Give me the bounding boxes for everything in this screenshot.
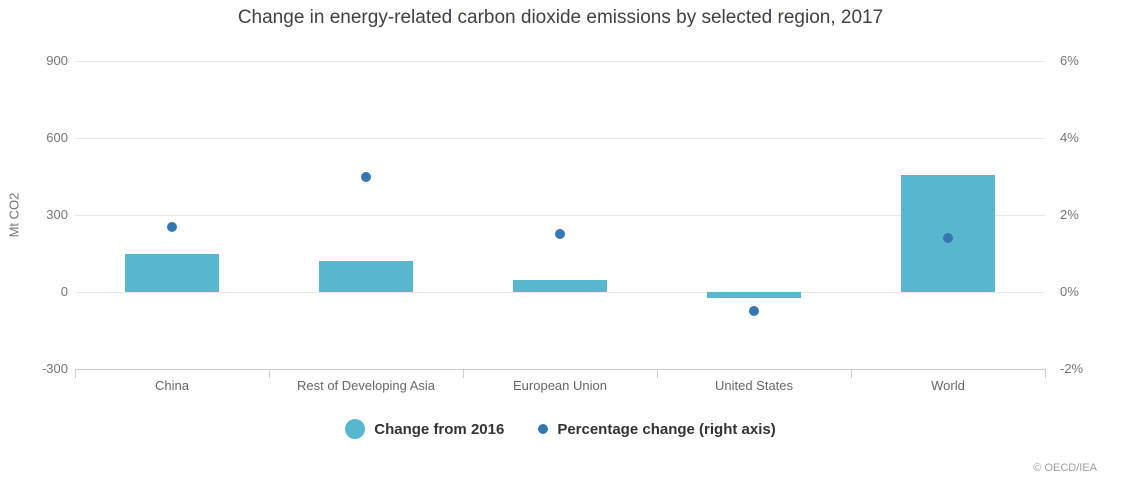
legend-item-percentage-change[interactable]: Percentage change (right axis) xyxy=(538,420,776,438)
category-boundary-tick xyxy=(1045,369,1046,378)
legend-label: Percentage change (right axis) xyxy=(557,420,776,438)
bar-united-states xyxy=(707,292,801,299)
chart-title: Change in energy-related carbon dioxide … xyxy=(237,7,884,28)
right-axis-tick-label: -2% xyxy=(1060,361,1084,376)
category-label: European Union xyxy=(513,378,607,393)
category-boundary-tick xyxy=(851,369,852,378)
category-boundary-tick xyxy=(657,369,658,378)
bar-china xyxy=(125,253,219,292)
left-axis-tick-label: 0 xyxy=(60,284,68,299)
copyright-notice: © OECD/IEA xyxy=(1033,462,1097,474)
left-axis-tick-label: 300 xyxy=(46,207,68,222)
gridline xyxy=(75,292,1045,293)
left-axis-tick-label: -300 xyxy=(41,361,68,376)
category-label: World xyxy=(931,378,965,393)
right-axis-tick-label: 2% xyxy=(1060,207,1079,222)
legend-dot-swatch-icon xyxy=(538,424,549,434)
plot-area xyxy=(75,61,1045,370)
bar-european-union xyxy=(513,280,607,292)
gridline xyxy=(75,138,1045,139)
chart-legend: Change from 2016 Percentage change (righ… xyxy=(0,419,1121,439)
bar-rest-of-developing-asia xyxy=(319,261,413,292)
percentage-dot-rest-of-developing-asia xyxy=(361,171,371,182)
right-axis-tick-label: 6% xyxy=(1060,53,1079,68)
left-axis-tick-label: 600 xyxy=(46,130,68,145)
percentage-dot-united-states xyxy=(749,306,759,317)
percentage-dot-european-union xyxy=(555,229,565,240)
percentage-dot-china xyxy=(167,221,177,232)
legend-bar-swatch-icon xyxy=(345,419,366,439)
category-label: Rest of Developing Asia xyxy=(296,378,436,393)
left-axis-tick-label: 900 xyxy=(46,53,68,68)
category-label: United States xyxy=(714,378,794,393)
gridline xyxy=(75,215,1045,216)
category-boundary-tick xyxy=(75,369,76,378)
category-boundary-tick xyxy=(463,369,464,378)
category-boundary-tick xyxy=(269,369,270,378)
percentage-dot-world xyxy=(943,233,953,244)
category-label: China xyxy=(155,378,189,393)
right-axis-tick-label: 4% xyxy=(1060,130,1079,145)
legend-label: Change from 2016 xyxy=(374,420,505,438)
right-axis-tick-label: 0% xyxy=(1060,284,1079,299)
x-axis-line xyxy=(75,369,1045,370)
gridline xyxy=(75,61,1045,62)
legend-item-change-from-2016[interactable]: Change from 2016 xyxy=(345,419,504,439)
